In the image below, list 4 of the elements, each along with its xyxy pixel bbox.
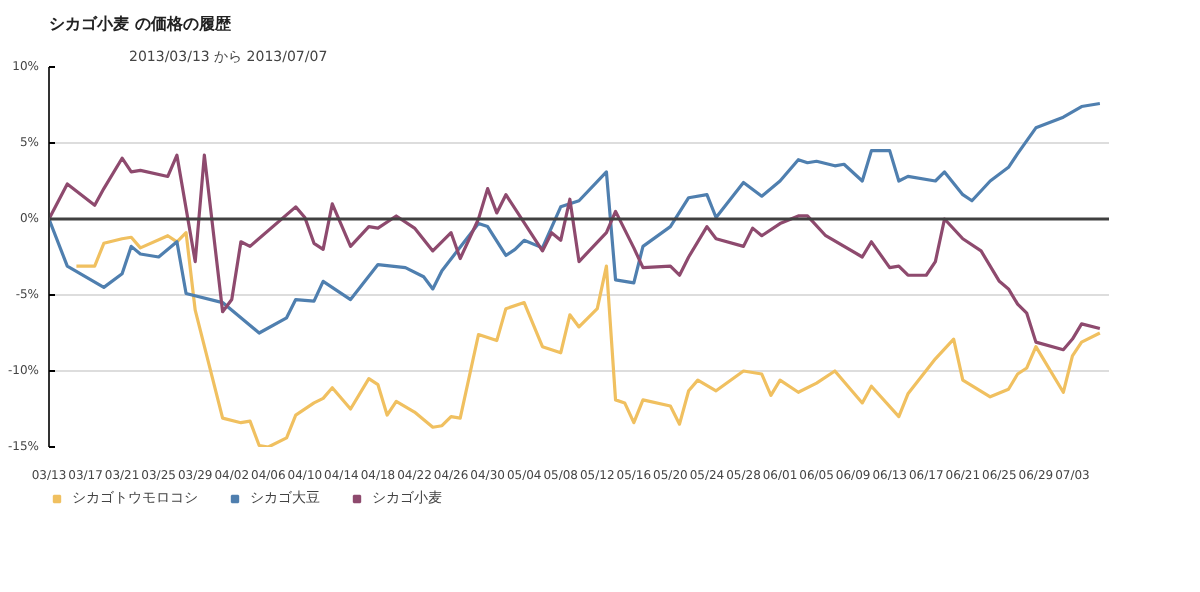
line-series bbox=[49, 101, 1102, 335]
chart-title: シカゴ小麦 の価格の履歴 bbox=[49, 15, 233, 33]
line-series bbox=[49, 153, 1102, 352]
line-series bbox=[74, 231, 1102, 447]
